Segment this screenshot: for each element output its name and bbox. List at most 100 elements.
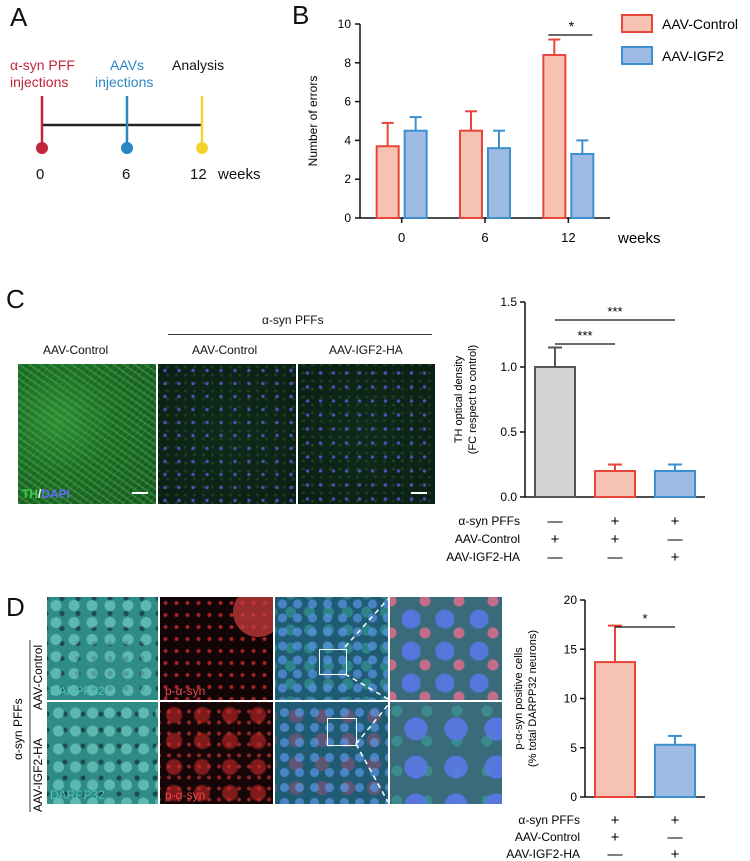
bar [594,470,636,498]
condition-mark: — [548,513,563,530]
psyn-bar-chart: 0 5 10 15 20 p-α-syn positive cells (% total D… [506,593,705,861]
c-col-label-1: AAV-Control [43,343,109,357]
zoom-box-1 [319,649,347,675]
y-axis-label-2: (FC respect to control) [467,345,479,454]
y-tick-label: 1.5 [500,295,517,309]
significance-stars: * [642,611,647,626]
timeline-time-12: 12 [190,166,207,183]
panel-label-a: A [10,2,28,32]
y-axis-label: Number of errors [306,76,320,167]
zoom-connectors [344,598,389,803]
y-tick-label: 15 [564,642,578,656]
condition-mark: — [608,549,623,566]
y-tick-label: 0.0 [500,490,517,504]
significance-stars: *** [607,304,622,319]
condition-mark: + [611,513,620,530]
th-density-bar-chart: 0.0 0.5 1.0 1.5 TH optical density (FC respec… [446,295,705,566]
bar-aav-igf2 [403,129,428,219]
timeline-label-aav: AAVs [110,57,144,73]
timeline-time-6: 6 [122,166,131,183]
micrograph-th-pff-control [158,364,296,504]
significance-stars: *** [577,328,592,343]
y-tick-label: 2 [344,172,351,186]
bar [594,661,636,799]
y-tick-label: 5 [570,741,577,755]
timeline-label-aav-2: injections [95,74,154,90]
bar-aav-control [375,145,400,219]
c-col-label-2: AAV-Control [192,343,258,357]
y-tick-label: 6 [344,95,351,109]
bar-aav-igf2 [487,147,511,219]
condition-mark: + [551,531,560,548]
micrograph-merge-control [275,597,388,700]
panel-label-d: D [6,592,25,622]
panel-label-c: C [6,284,25,314]
timeline-unit: weeks [218,166,261,183]
timeline-diagram [36,96,208,154]
micrograph-darpp-control: DARPP32 [47,597,158,700]
d-row-labels: α-syn PFFs AAV-Control AAV-IGF2-HA [11,640,45,812]
y-tick-label: 20 [564,593,578,607]
legend-label: AAV-Control [662,16,738,32]
panel-label-b: B [292,0,310,30]
errors-bar-chart: 0 2 4 6 8 10 Number of errors 0 6 12 * weeks AAV-Con… [306,14,738,247]
condition-label: AAV-IGF2-HA [446,550,520,564]
timeline-dot-analysis [196,142,208,154]
condition-mark: — [668,531,683,548]
y-tick-label: 1.0 [500,360,517,374]
bar [654,743,696,798]
bar-aav-igf2 [570,152,595,219]
scale-bar [132,492,148,494]
c-group-line [168,334,432,335]
stain-darpp-label-2: DARPP32 [50,788,105,802]
x-axis-label: weeks [617,230,661,247]
condition-mark: + [611,531,620,548]
condition-mark: + [671,846,680,861]
condition-mark: — [668,829,683,846]
legend-swatch [621,46,653,65]
condition-mark: + [611,829,620,846]
y-axis-label-2: (% total DARPP32 neurons) [527,630,539,767]
y-tick-label: 8 [344,56,351,70]
condition-mark: — [608,846,623,861]
micrograph-psyn-igf2: p-α-syn [160,702,273,804]
x-tick-label: 12 [561,230,575,245]
stain-sep: / [38,487,42,501]
y-tick-label: 10 [564,692,578,706]
bar [654,470,696,498]
micrograph-psyn-control: p-α-syn [160,597,273,700]
micrograph-th-control: TH/DAPI [18,364,156,504]
bar-aav-control [459,129,483,219]
timeline-time-0: 0 [36,166,45,183]
legend-label: AAV-IGF2 [662,48,724,64]
y-tick-label: 10 [338,17,352,31]
condition-label: α-syn PFFs [458,514,520,528]
condition-mark: + [671,549,680,566]
timeline-label-analysis: Analysis [172,57,225,73]
condition-label: AAV-Control [515,830,580,844]
c-group-label: α-syn PFFs [262,313,324,327]
y-tick-label: 0 [344,211,351,225]
c-col-label-3: AAV-IGF2-HA [329,343,403,357]
timeline-label-pff: α-syn PFF [10,57,75,73]
timeline-label-pff-2: injections [10,74,69,90]
d-row-group-label: α-syn PFFs [11,698,25,760]
condition-mark: + [671,812,680,829]
stain-dapi-label: DAPI [41,487,71,501]
d-row-label-igf2: AAV-IGF2-HA [31,738,45,812]
condition-label: AAV-Control [455,532,520,546]
timeline-dot-aav [121,142,133,154]
timeline-dot-pff [36,142,48,154]
y-tick-label: 0 [570,790,577,804]
condition-mark: + [611,812,620,829]
condition-label: α-syn PFFs [518,813,580,827]
significance-star: * [569,18,575,34]
micrograph-darpp-igf2: DARPP32 [47,702,158,804]
stain-th-label: TH [22,487,38,501]
condition-mark: + [671,513,680,530]
micrograph-zoom-control [390,597,502,700]
y-tick-label: 0.5 [500,425,517,439]
stain-psyn-label-1: p-α-syn [165,684,206,698]
x-tick-label: 6 [481,230,488,245]
condition-mark: — [548,549,563,566]
